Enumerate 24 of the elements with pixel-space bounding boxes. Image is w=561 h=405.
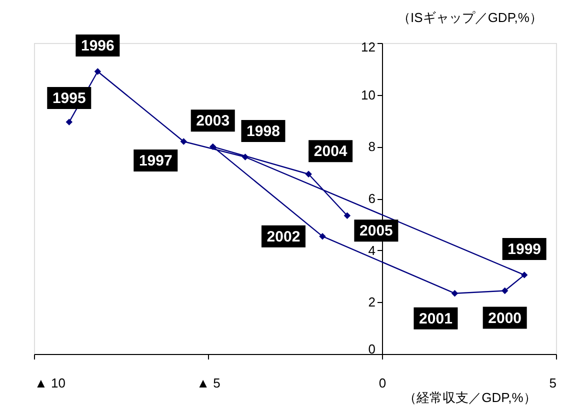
- y-axis-title: （ISギャップ／GDP,%）: [398, 10, 542, 25]
- annotation: 2002: [266, 228, 300, 246]
- annotation: 1999: [508, 240, 542, 258]
- y-tick-label: 6: [368, 191, 376, 206]
- annotation: 2004: [314, 143, 348, 160]
- y-tick-label: 12: [361, 40, 376, 54]
- annotation: 1996: [80, 38, 114, 55]
- y-tick-label: 2: [368, 294, 376, 310]
- annotation: 2000: [488, 310, 522, 327]
- annotation: 1997: [138, 152, 172, 170]
- x-tick-label: 5: [549, 376, 556, 390]
- annotation: 1998: [246, 123, 280, 140]
- x-tick-label: ▲ 5: [196, 376, 220, 390]
- annotation: 2005: [360, 222, 393, 240]
- x-axis-title: （経常収支／GDP,%）: [404, 390, 536, 405]
- annotation: 2003: [196, 112, 230, 130]
- y-tick-label: 8: [368, 139, 376, 154]
- y-tick-label: 0: [368, 342, 376, 356]
- annotation: 1995: [52, 90, 86, 108]
- x-tick-label: 0: [378, 376, 386, 390]
- y-tick-label: 10: [361, 87, 376, 102]
- x-tick-label: ▲ 10: [34, 376, 66, 390]
- annotation: 2001: [419, 310, 452, 328]
- y-tick-label: 4: [368, 242, 376, 258]
